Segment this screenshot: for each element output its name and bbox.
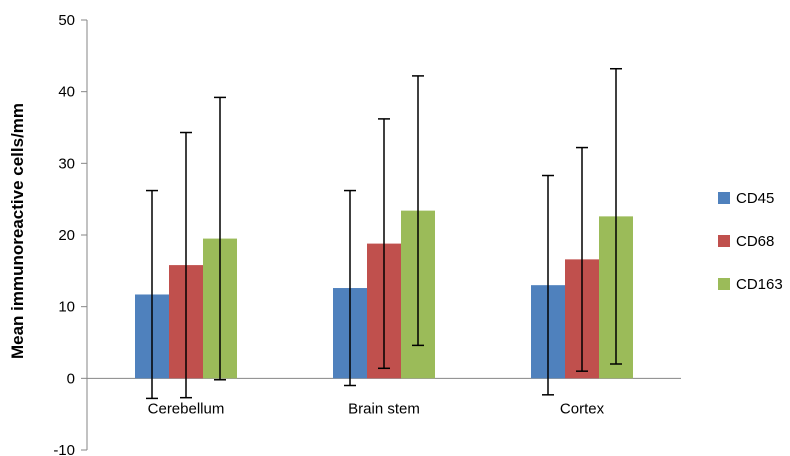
legend-label-cd45: CD45 [736, 190, 774, 207]
legend-swatch-cd68 [718, 235, 730, 247]
y-tick-label: -10 [53, 442, 75, 456]
y-axis-label: Mean immunoreactive cells/mm [8, 103, 27, 359]
y-tick-label: 40 [58, 84, 75, 101]
y-tick-label: 30 [58, 155, 75, 172]
axes [81, 19, 681, 451]
y-tick-label: 10 [58, 299, 75, 316]
y-tick-label: 50 [58, 12, 75, 29]
y-tick-label: 0 [67, 370, 75, 387]
category-label: Cerebellum [148, 400, 225, 417]
category-label: Cortex [560, 400, 605, 417]
legend-swatch-cd163 [718, 278, 730, 290]
legend-swatch-cd45 [718, 192, 730, 204]
legend-label-cd163: CD163 [736, 276, 783, 293]
legend-label-cd68: CD68 [736, 233, 774, 250]
legend: CD45 CD68 CD163 [718, 190, 783, 293]
error-bars [146, 67, 622, 400]
y-tick-label: 20 [58, 227, 75, 244]
axis-labels: -10 0 10 20 30 40 50 Cerebellum Brain stem Cortex [53, 12, 604, 456]
category-label: Brain stem [348, 400, 420, 417]
